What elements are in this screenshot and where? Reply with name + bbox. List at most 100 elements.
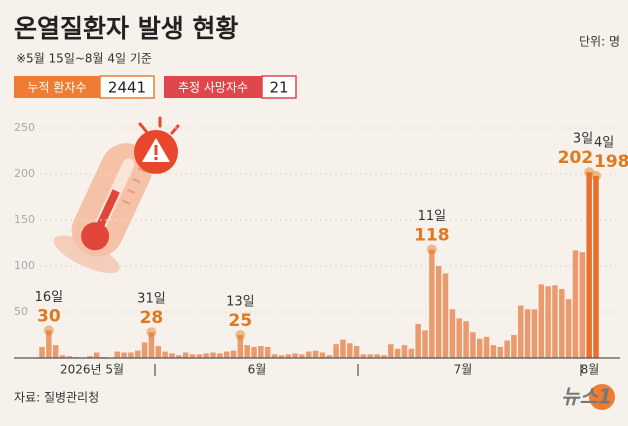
category-label: 4일 xyxy=(594,135,614,150)
highlight-glow xyxy=(43,325,54,336)
stat-value-box xyxy=(99,75,155,99)
y-tick-label: 100 xyxy=(14,259,35,272)
bar xyxy=(155,346,162,358)
stat-label-box xyxy=(164,76,262,98)
bar xyxy=(360,354,367,358)
bar xyxy=(415,323,421,358)
bar xyxy=(217,353,223,358)
illustration xyxy=(53,143,153,274)
bar xyxy=(128,352,134,358)
bar xyxy=(497,346,503,358)
bar xyxy=(429,249,435,358)
highlight-glow xyxy=(146,327,157,338)
bar xyxy=(401,345,408,358)
bar xyxy=(394,348,401,358)
bar xyxy=(306,351,312,358)
bar xyxy=(593,175,599,358)
bar xyxy=(93,352,100,358)
bar xyxy=(196,354,203,358)
stat-value: 2441 xyxy=(108,79,146,97)
bar xyxy=(230,350,237,358)
bar xyxy=(504,340,510,358)
chart-title: 온열질환자 발생 현황 xyxy=(14,14,238,43)
bar xyxy=(292,353,298,358)
bar xyxy=(244,345,250,358)
bar xyxy=(524,309,531,358)
bar xyxy=(572,250,579,358)
y-tick-label: 50 xyxy=(14,305,28,318)
bar xyxy=(449,309,456,358)
stat-label: 추정 사망자수 xyxy=(178,81,248,95)
value-label: 198 xyxy=(594,152,628,172)
bar xyxy=(456,318,462,358)
value-label: 202 xyxy=(558,148,594,168)
bar xyxy=(442,273,449,358)
bar xyxy=(470,332,476,358)
highlight-glow xyxy=(591,170,601,181)
bar xyxy=(511,335,517,358)
subtitle: ※5월 15일~8월 4일 기준 xyxy=(16,52,152,66)
x-group-label: 8월 xyxy=(581,363,600,377)
bar xyxy=(565,299,572,358)
warning-icon xyxy=(134,116,180,174)
bar xyxy=(223,351,230,358)
bar xyxy=(340,339,346,358)
bar xyxy=(545,286,551,358)
bar xyxy=(278,355,285,358)
bar xyxy=(422,330,428,358)
bar xyxy=(367,354,374,358)
bar xyxy=(121,352,127,358)
stats: 누적 환자수 2441 추정 사망자수 21 xyxy=(14,75,297,99)
bar xyxy=(271,354,278,358)
bar xyxy=(285,354,291,358)
bar xyxy=(483,336,490,358)
bar xyxy=(203,353,209,358)
category-label: 16일 xyxy=(35,290,64,305)
bar xyxy=(182,352,189,358)
bar xyxy=(52,345,59,358)
highlight-glow xyxy=(426,244,437,255)
bar xyxy=(135,350,141,358)
logo: 뉴스1 xyxy=(561,385,612,409)
category-label: 11일 xyxy=(418,209,447,224)
bar xyxy=(347,343,353,358)
y-tick-label: 250 xyxy=(14,121,35,134)
bar xyxy=(319,352,326,358)
bar xyxy=(87,356,93,358)
bar xyxy=(176,355,182,358)
bar xyxy=(476,338,483,358)
bar xyxy=(333,344,339,358)
bar xyxy=(586,172,592,358)
value-label: 25 xyxy=(229,311,253,331)
bar xyxy=(264,346,271,358)
bar xyxy=(353,346,360,358)
bar xyxy=(169,353,175,358)
bar xyxy=(579,252,586,358)
stat-label: 누적 환자수 xyxy=(27,81,86,95)
bar xyxy=(374,354,380,358)
stat-label-box xyxy=(14,76,100,98)
bar xyxy=(237,335,244,358)
bar xyxy=(538,284,545,358)
bar xyxy=(531,309,538,358)
bar xyxy=(559,289,565,358)
bar xyxy=(518,305,524,358)
unit: 단위: 명 xyxy=(579,35,620,49)
bar xyxy=(552,285,558,358)
highlight-glow xyxy=(235,330,246,340)
bar xyxy=(39,346,45,358)
bar xyxy=(210,352,216,358)
bar xyxy=(408,348,415,358)
x-group-label: 6월 xyxy=(248,363,267,377)
value-label: 28 xyxy=(140,308,164,328)
bar xyxy=(66,356,73,358)
y-tick-label: 200 xyxy=(14,167,35,180)
category-label: 13일 xyxy=(226,295,255,310)
value-label: 118 xyxy=(414,225,450,245)
stat-value-box xyxy=(261,75,297,99)
bar xyxy=(162,351,168,358)
category-label: 3일 xyxy=(573,132,593,147)
bar xyxy=(312,350,319,358)
